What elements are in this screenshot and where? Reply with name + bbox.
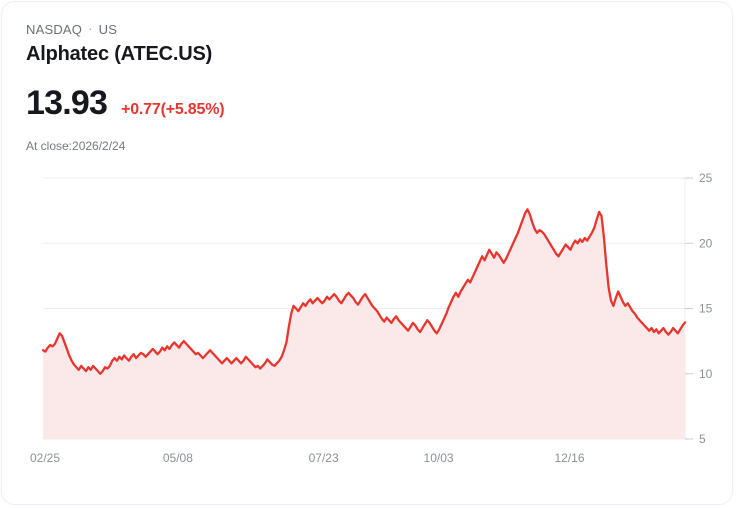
- current-price: 13.93: [26, 84, 108, 122]
- chart-x-axis-labels: 02/25 05/08 07/23 10/03 12/16: [30, 451, 585, 465]
- quote-header: NASDAQ · US Alphatec (ATEC.US): [26, 21, 626, 67]
- x-axis-label: 12/16: [554, 451, 584, 465]
- price-line: [41, 208, 687, 375]
- price-chart[interactable]: 5 10 15 20 25 02/25 05/08 07/23 10/03 12/16: [2, 162, 733, 482]
- quote-summary: 13.93 +0.77(+5.85%): [26, 84, 225, 122]
- close-timestamp: At close:2026/2/24: [26, 139, 126, 153]
- y-axis-label: 20: [699, 236, 713, 250]
- chart-y-ticks: [685, 177, 693, 440]
- y-axis-label: 10: [699, 367, 713, 381]
- x-axis-label: 02/25: [30, 451, 60, 465]
- x-axis-label: 05/08: [163, 451, 193, 465]
- region-label: US: [98, 22, 118, 37]
- chart-y-axis-labels: 5 10 15 20 25: [699, 171, 713, 446]
- exchange-region-line: NASDAQ · US: [26, 21, 626, 38]
- exchange-label: NASDAQ: [26, 22, 83, 37]
- separator-dot: ·: [88, 21, 93, 36]
- y-axis-label: 25: [699, 171, 713, 185]
- page-title: Alphatec (ATEC.US): [26, 43, 213, 65]
- x-axis-label: 10/03: [424, 451, 454, 465]
- y-axis-label: 5: [699, 432, 706, 446]
- price-chart-svg[interactable]: 5 10 15 20 25 02/25 05/08 07/23 10/03 12/16: [2, 162, 733, 482]
- price-area-fill: [43, 209, 685, 439]
- price-change: +0.77(+5.85%): [121, 101, 225, 118]
- x-axis-label: 07/23: [309, 451, 339, 465]
- y-axis-label: 15: [699, 302, 713, 316]
